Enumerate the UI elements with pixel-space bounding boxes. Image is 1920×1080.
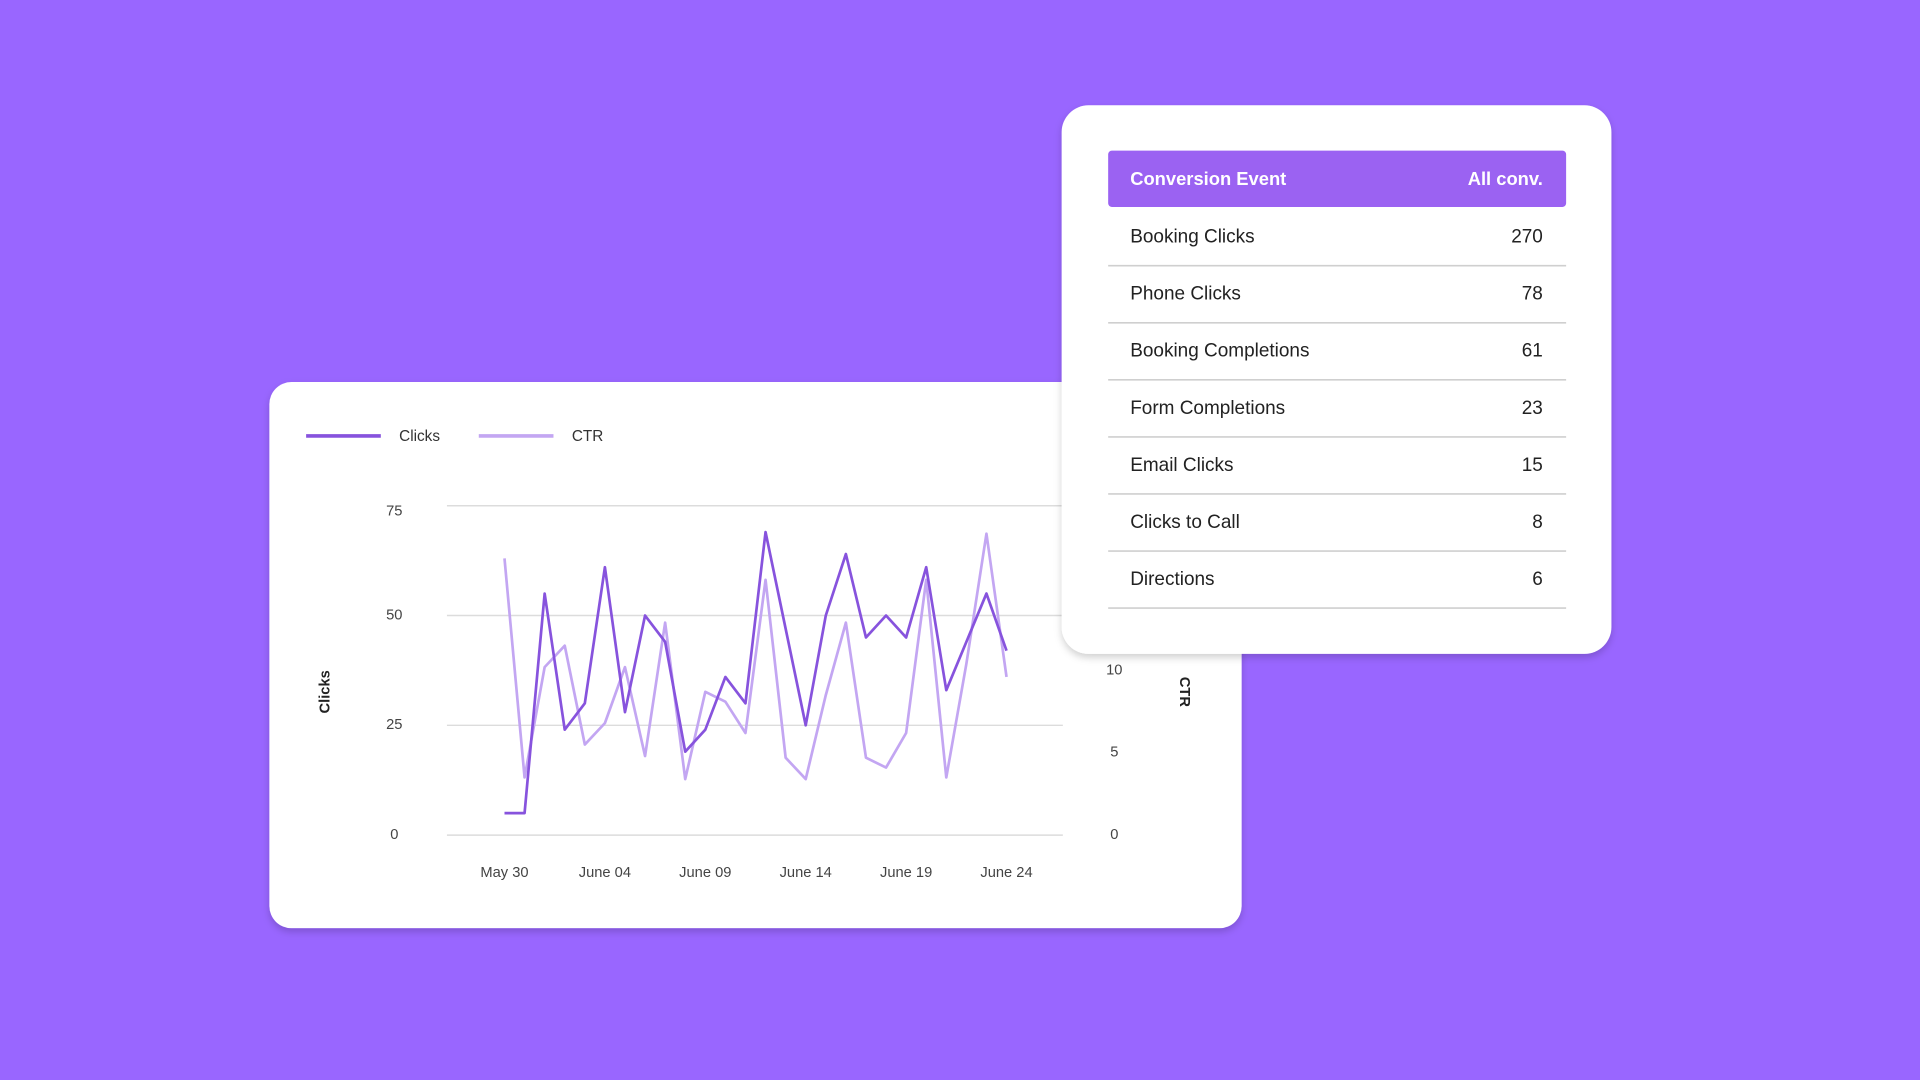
cell-label: Phone Clicks: [1130, 284, 1241, 305]
y2-axis-title: CTR: [1176, 677, 1192, 708]
cell-label: Clicks to Call: [1130, 512, 1240, 533]
cell-value: 6: [1532, 569, 1543, 590]
table-card: Conversion Event All conv. Booking Click…: [1061, 105, 1612, 654]
cell-label: Form Completions: [1130, 398, 1285, 419]
y-tick-label: 50: [386, 607, 402, 623]
y2-tick-label: 0: [1110, 827, 1118, 843]
legend-label: Clicks: [399, 428, 440, 445]
cell-label: Booking Clicks: [1130, 227, 1254, 248]
x-tick-label: May 30: [480, 865, 528, 881]
y-tick-label: 25: [386, 717, 402, 733]
x-tick-label: June 09: [679, 865, 731, 881]
series-line: [503, 532, 1008, 781]
cell-value: 61: [1522, 341, 1543, 362]
legend-label: CTR: [572, 428, 603, 445]
cell-label: Booking Completions: [1130, 341, 1309, 362]
cell-value: 270: [1511, 227, 1543, 248]
x-tick-label: June 14: [780, 865, 832, 881]
y-tick-label: 0: [390, 827, 398, 843]
chart-card: Clicks CTR 0 25 50 75 0 5 10 May 30 June 04 June …: [269, 382, 1242, 929]
cell-value: 78: [1522, 284, 1543, 305]
x-tick-label: June 04: [579, 865, 631, 881]
cell-value: 8: [1532, 512, 1543, 533]
cell-value: 23: [1522, 398, 1543, 419]
y-axis-title: Clicks: [318, 670, 334, 713]
header-cell: Conversion Event: [1130, 168, 1286, 189]
x-tick-label: June 19: [880, 865, 932, 881]
cell-label: Directions: [1130, 569, 1214, 590]
cell-label: Email Clicks: [1130, 455, 1233, 476]
x-tick-label: June 24: [980, 865, 1032, 881]
header-cell: All conv.: [1468, 168, 1543, 189]
y2-tick-label: 5: [1110, 745, 1118, 761]
table-header: [1108, 150, 1567, 207]
series-line: [504, 530, 1008, 815]
cell-value: 15: [1522, 455, 1543, 476]
y-tick-label: 75: [386, 504, 402, 520]
y2-tick-label: 10: [1106, 662, 1122, 678]
